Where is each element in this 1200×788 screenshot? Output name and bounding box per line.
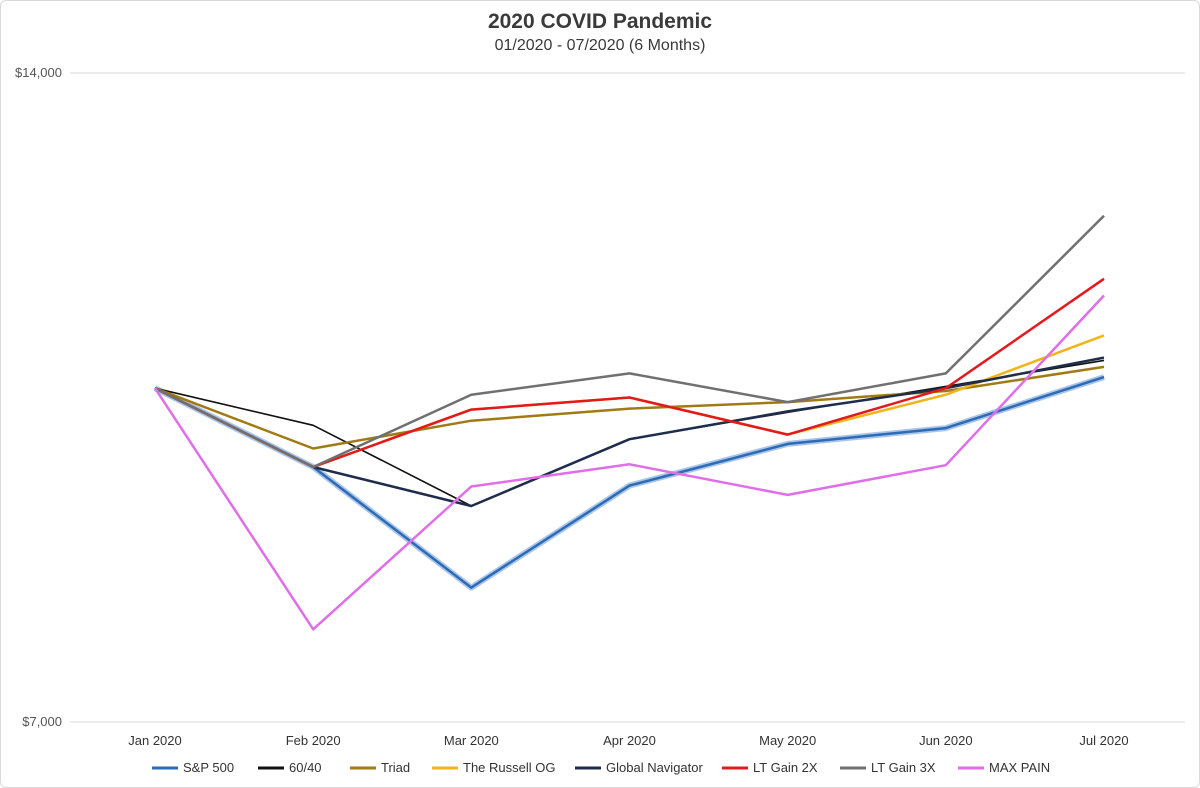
series-line [153,294,1105,631]
series-line [154,214,1105,469]
legend-label: S&P 500 [183,760,234,775]
x-tick-label: Jan 2020 [128,733,182,748]
gridlines [70,72,1185,723]
legend-label: The Russell OG [463,760,555,775]
chart-subtitle: 01/2020 - 07/2020 (6 Months) [494,37,706,54]
y-axis-ticks: $14,000 $7,000 [15,65,62,729]
x-tick-label: Apr 2020 [603,733,656,748]
legend: S&P 500 60/40 Triad The Russell OG Global Na… [152,760,1050,775]
y-tick-label: $7,000 [22,714,62,729]
x-tick-label: Mar 2020 [444,733,499,748]
legend-label: MAX PAIN [989,760,1050,775]
legend-label: 60/40 [289,760,322,775]
x-tick-label: Jul 2020 [1079,733,1128,748]
chart-title: 2020 COVID Pandemic [487,10,713,33]
series-lines [153,214,1105,631]
x-tick-label: Jun 2020 [919,733,973,748]
x-tick-label: Feb 2020 [286,733,341,748]
legend-label: Global Navigator [606,760,703,775]
y-tick-label: $14,000 [15,65,62,80]
legend-label: Triad [381,760,410,775]
series-line [154,365,1105,450]
x-tick-label: May 2020 [759,733,816,748]
x-axis-ticks: Jan 2020 Feb 2020 Mar 2020 Apr 2020 May 2020… [128,733,1128,748]
legend-label: LT Gain 3X [871,760,936,775]
legend-label: LT Gain 2X [753,760,818,775]
